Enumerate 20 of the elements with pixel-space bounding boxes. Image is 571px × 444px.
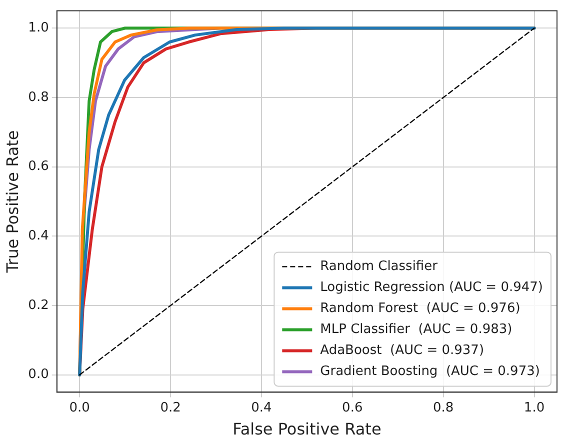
legend-label: Random Forest (AUC = 0.976): [320, 301, 520, 316]
y-tick-label: 0.4: [28, 228, 49, 244]
x-tick-label: 1.0: [524, 400, 545, 416]
x-tick-label: 0.2: [160, 400, 181, 416]
x-tick-label: 0.4: [251, 400, 272, 416]
y-tick-label: 0.0: [28, 367, 49, 382]
legend-label: Gradient Boosting (AUC = 0.973): [320, 364, 540, 380]
y-tick-label: 1.0: [28, 20, 49, 36]
x-axis-title: False Positive Rate: [232, 420, 382, 439]
y-axis-title: True Positive Rate: [2, 130, 22, 274]
legend-label: MLP Classifier (AUC = 0.983): [320, 322, 512, 338]
x-tick-label: 0.6: [342, 400, 363, 416]
y-tick-label: 0.8: [28, 90, 49, 105]
y-tick-label: 0.6: [28, 159, 49, 174]
x-tick-label: 0.0: [69, 400, 90, 416]
x-tick-label: 0.8: [432, 400, 454, 416]
y-tick-label: 0.2: [28, 298, 49, 313]
legend-label: Logistic Regression (AUC = 0.947): [320, 280, 544, 296]
legend-label: AdaBoost (AUC = 0.937): [320, 343, 484, 358]
legend-label: Random Classifier: [320, 259, 438, 274]
